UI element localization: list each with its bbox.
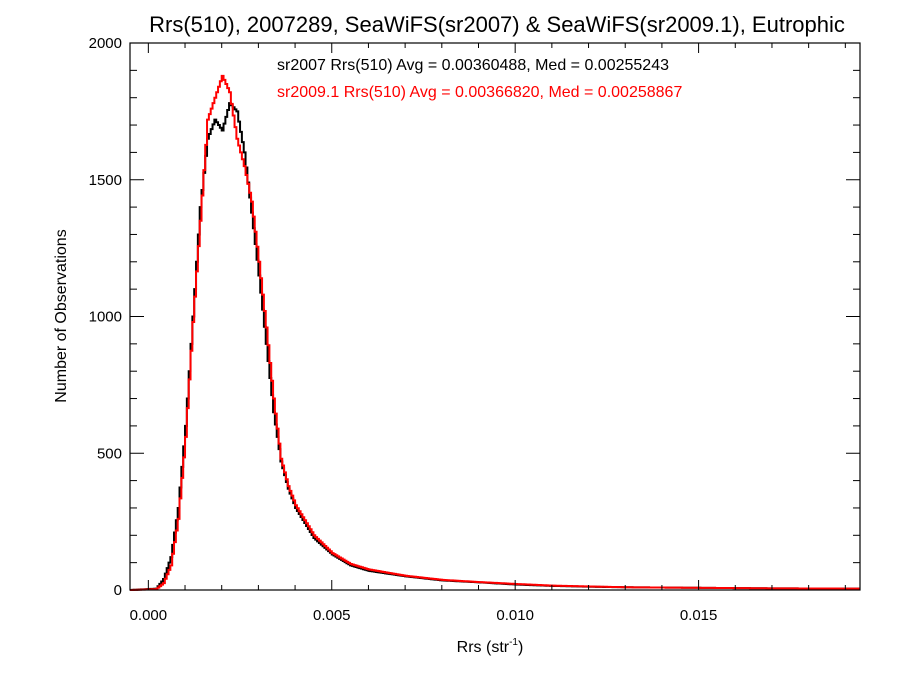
y-tick-label: 1000 — [89, 309, 122, 326]
x-axis-label: Rrs (str-1) — [457, 637, 524, 656]
series-line-1 — [130, 74, 860, 591]
axis-tick-labels: 0.000 0.005 0.010 0.015 0 500 1000 1500 2000 — [89, 35, 718, 624]
axis-ticks — [130, 42, 860, 591]
x-tick-label: 0.005 — [313, 607, 351, 624]
y-tick-label: 1500 — [89, 172, 122, 189]
x-axis-label-close: ) — [518, 639, 523, 656]
plot-series — [130, 74, 860, 591]
y-axis-label: Number of Observations — [53, 229, 70, 402]
x-tick-label: 0.015 — [680, 607, 718, 624]
series-line-0 — [130, 102, 860, 591]
chart-title: Rrs(510), 2007289, SeaWiFS(sr2007) & Sea… — [149, 12, 845, 37]
annotation-sr2009-1: sr2009.1 Rrs(510) Avg = 0.00366820, Med … — [277, 84, 682, 101]
x-axis-label-main: Rrs (str — [457, 639, 510, 656]
x-tick-label: 0.000 — [130, 607, 168, 624]
annotation-sr2007: sr2007 Rrs(510) Avg = 0.00360488, Med = … — [277, 57, 669, 74]
y-tick-label: 0 — [114, 582, 122, 599]
y-tick-label: 500 — [97, 445, 122, 462]
x-tick-label: 0.010 — [496, 607, 534, 624]
x-axis-label-superscript: -1 — [509, 637, 518, 648]
y-tick-label: 2000 — [89, 35, 122, 52]
